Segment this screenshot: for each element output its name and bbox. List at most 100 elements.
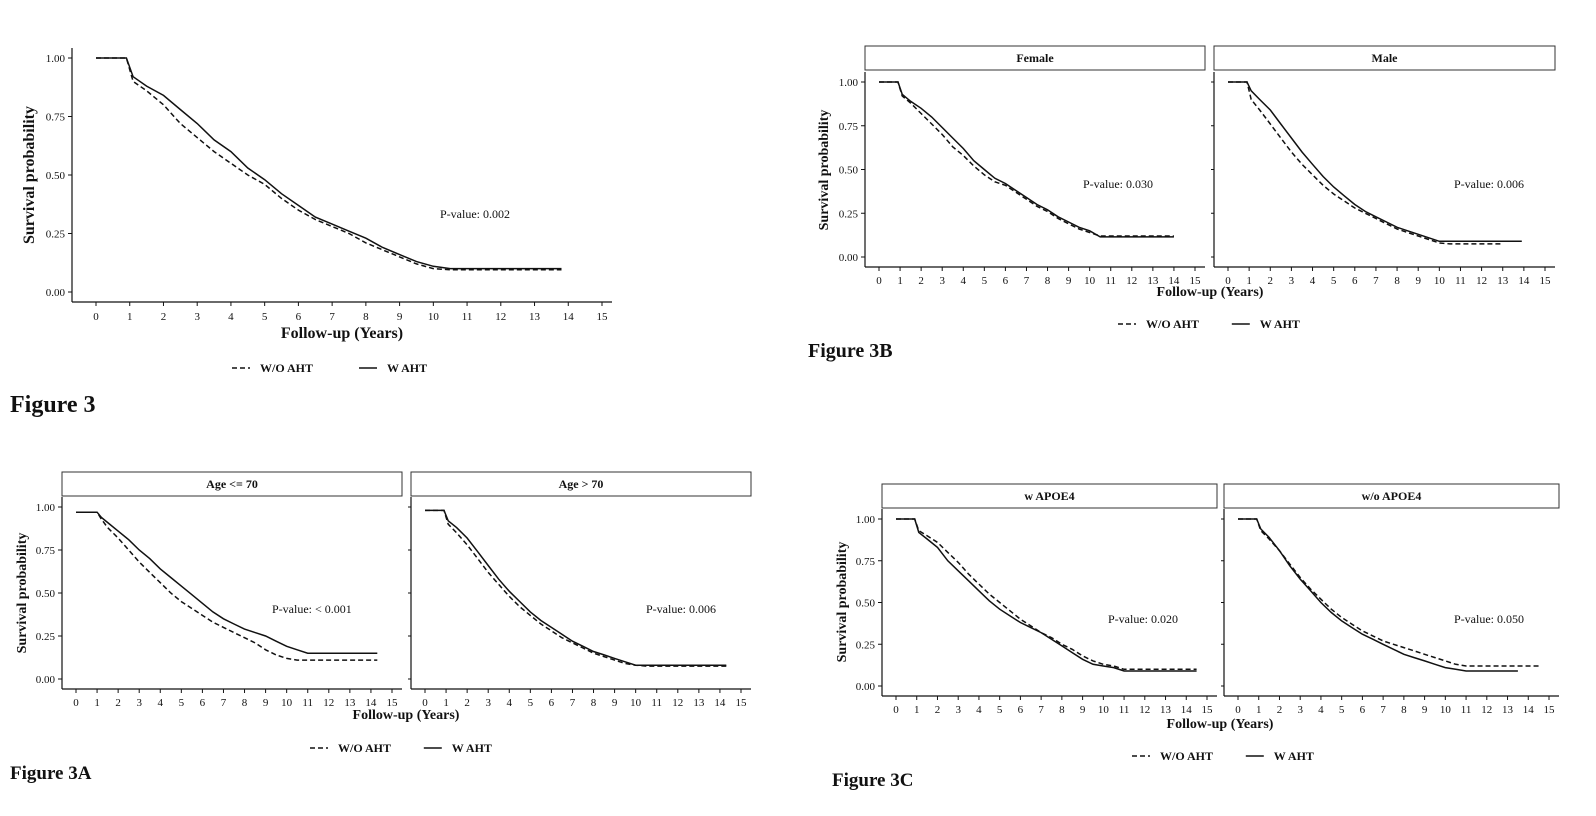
x-tick-label: 15	[736, 697, 748, 709]
figure-3-caption: Figure 3	[10, 392, 96, 418]
x-tick-label: 9	[263, 697, 269, 709]
series-line-w-aht	[1228, 81, 1522, 243]
x-tick-label: 13	[529, 311, 541, 323]
legend-label-wo-aht: W/O AHT	[1160, 749, 1213, 763]
p-value-annotation: P-value: 0.030	[1083, 177, 1153, 191]
x-tick-label: 0	[93, 311, 99, 323]
y-axis-title: Survival probability	[817, 110, 832, 231]
x-tick-label: 14	[1168, 275, 1180, 287]
x-tick-label: 12	[1481, 704, 1492, 716]
x-tick-label: 14	[1181, 704, 1193, 716]
x-axis-title: Follow-up (Years)	[281, 325, 403, 342]
x-tick-label: 15	[1190, 275, 1202, 287]
x-axis-title: Follow-up (Years)	[1157, 285, 1264, 300]
x-tick-label: 13	[1160, 704, 1172, 716]
y-axis-title: Survival probability	[835, 542, 850, 663]
y-tick-label: 0.75	[839, 121, 859, 133]
series-line-wo-aht	[425, 509, 727, 667]
y-tick-label: 0.75	[36, 545, 56, 557]
x-tick-label: 2	[464, 697, 470, 709]
series-line-w-aht	[896, 518, 1197, 672]
series-line-wo-aht	[896, 518, 1197, 671]
figure-3c: w APOE4 0.00 0.25 0.50 0.75 1.00 0 1 2 3 4 5 6 7 8 9 10 1…	[820, 477, 1590, 812]
x-tick-label: 11	[1455, 275, 1466, 287]
x-axis-title: Follow-up (Years)	[1167, 717, 1274, 732]
x-tick-label: 3	[194, 311, 200, 323]
legend-label-w-aht: W AHT	[1274, 749, 1314, 763]
x-tick-label: 8	[1059, 704, 1065, 716]
x-tick-label: 6	[1352, 275, 1358, 287]
x-tick-label: 3	[955, 704, 961, 716]
facet-strip-label: Age > 70	[559, 477, 604, 491]
y-tick-label: 0.50	[839, 165, 859, 177]
figure-3a-caption: Figure 3A	[10, 763, 92, 784]
facet-strip-label: Female	[1016, 51, 1054, 65]
x-tick-label: 14	[365, 697, 377, 709]
y-axis-title: Survival probability	[21, 106, 38, 244]
x-tick-label: 5	[997, 704, 1003, 716]
figure-3c-caption: Figure 3C	[832, 770, 914, 791]
x-tick-label: 2	[918, 275, 924, 287]
y-tick-label: 1.00	[36, 502, 56, 514]
facet-strip-label: w APOE4	[1024, 489, 1074, 503]
x-tick-label: 10	[428, 311, 440, 323]
facet-strip	[1213, 45, 1556, 71]
x-tick-label: 0	[73, 697, 79, 709]
x-tick-label: 5	[528, 697, 534, 709]
x-tick-label: 1	[1246, 275, 1252, 287]
x-tick-label: 13	[693, 697, 705, 709]
series-line-wo-aht	[96, 57, 562, 271]
legend: W/O AHT W AHT	[232, 361, 427, 375]
x-tick-label: 12	[1139, 704, 1150, 716]
x-tick-label: 4	[976, 704, 982, 716]
facet-strip	[410, 471, 752, 497]
x-tick-label: 9	[1080, 704, 1086, 716]
legend-label-wo-aht: W/O AHT	[1146, 317, 1199, 331]
x-tick-label: 8	[242, 697, 248, 709]
series-line-w-aht	[76, 511, 378, 654]
x-tick-label: 7	[570, 697, 576, 709]
x-tick-label: 6	[1018, 704, 1024, 716]
y-tick-label: 0.25	[839, 208, 859, 220]
x-tick-label: 11	[651, 697, 662, 709]
facet-strip-label: Male	[1372, 51, 1399, 65]
y-tick-label: 0.50	[46, 170, 66, 182]
x-tick-label: 7	[221, 697, 227, 709]
x-tick-label: 11	[462, 311, 473, 323]
p-value-annotation: P-value: 0.020	[1108, 612, 1178, 626]
x-tick-label: 12	[323, 697, 334, 709]
legend: W/O AHT W AHT	[1118, 317, 1300, 331]
x-tick-label: 7	[1380, 704, 1386, 716]
y-tick-label: 1.00	[839, 77, 859, 89]
x-tick-label: 4	[507, 697, 513, 709]
x-tick-label: 6	[200, 697, 206, 709]
x-tick-label: 5	[1331, 275, 1337, 287]
x-tick-label: 2	[161, 311, 167, 323]
series-line-wo-aht	[1238, 518, 1539, 667]
x-tick-label: 11	[1461, 704, 1472, 716]
x-tick-label: 14	[1518, 275, 1530, 287]
x-tick-label: 1	[897, 275, 903, 287]
x-tick-label: 14	[563, 311, 575, 323]
figure-3b: Female 0.00 0.25 0.50 0.75 1.00 0 1 2 3 4 5 6 7 8 9 10 11…	[800, 40, 1590, 370]
legend-label-w-aht: W AHT	[452, 741, 492, 755]
x-tick-label: 6	[1360, 704, 1366, 716]
series-line-w-aht	[879, 81, 1174, 238]
x-tick-label: 12	[1476, 275, 1487, 287]
x-tick-label: 1	[1256, 704, 1262, 716]
x-tick-label: 11	[1105, 275, 1116, 287]
x-tick-label: 3	[939, 275, 945, 287]
x-tick-label: 14	[1523, 704, 1535, 716]
x-axis-title: Follow-up (Years)	[353, 708, 460, 723]
x-tick-label: 15	[597, 311, 609, 323]
panel-1: Age <= 700.000.250.500.751.000 1 2 3 4 5 6 7 8 9 1…	[36, 471, 403, 709]
panel-1: 0.000.250.500.751.000 1 2 3 4 5 6 7 8 9 10 11 12 13 14…	[46, 48, 612, 323]
figure-3a-chart: Age <= 700.000.250.500.751.000 1 2 3 4 5 6 7 8 9 1…	[15, 471, 752, 755]
x-tick-label: 15	[387, 697, 399, 709]
y-tick-label: 1.00	[856, 514, 876, 526]
x-tick-label: 10	[1098, 704, 1110, 716]
